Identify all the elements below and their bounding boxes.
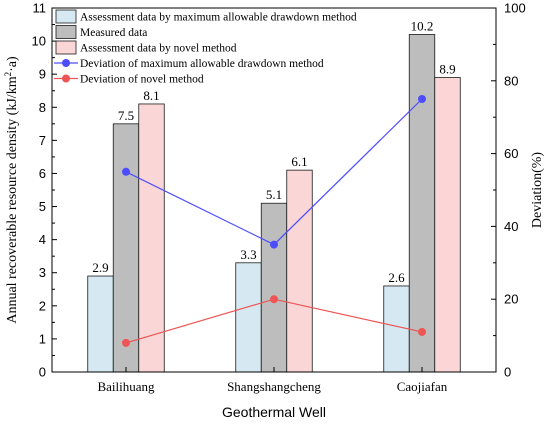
- legend-swatch: [55, 25, 77, 39]
- bar-1-caojiafan: [383, 285, 410, 373]
- legend-label: Assessment data by novel method: [80, 43, 237, 55]
- right-tick-label: 0: [504, 365, 511, 380]
- bar-value-label: 8.9: [439, 61, 455, 76]
- bar-3-shangshangcheng: [286, 169, 313, 373]
- bar-value-label: 2.6: [388, 270, 405, 285]
- legend: Assessment data by maximum allowable dra…: [54, 9, 357, 86]
- bar-value-label: 6.1: [291, 154, 307, 169]
- left-tick-label: 6: [39, 166, 46, 181]
- left-tick-label: 7: [39, 133, 46, 148]
- left-y-axis: 0 1 2 3 4 5 6 7 8 9 10 11: [32, 1, 57, 380]
- left-y-axis-title-main: Annual recoverable resource density: [5, 119, 20, 324]
- legend-label: Deviation of maximum allowable drawdown …: [80, 58, 324, 70]
- right-y-axis-title: Deviation(%): [530, 152, 545, 229]
- deviation-point-1: [418, 95, 426, 103]
- bar-2-bailihuang: [112, 123, 140, 373]
- x-tick-label: Caojiafan: [397, 379, 448, 394]
- left-y-axis-title-unit-close: ): [5, 56, 20, 61]
- deviation-point-2: [270, 295, 278, 304]
- bar-1-shangshangcheng: [235, 262, 262, 373]
- left-tick-label: 9: [39, 67, 46, 82]
- deviation-point-2: [122, 338, 130, 347]
- right-tick-label: 100: [504, 1, 526, 16]
- right-tick-label: 80: [504, 73, 518, 88]
- right-y-axis: 0 20 40 60 80 100: [491, 1, 526, 380]
- lines-layer: [122, 95, 426, 347]
- legend-swatch: [55, 40, 77, 55]
- bar-1-bailihuang: [87, 275, 114, 373]
- legend-label: Measured data: [80, 27, 147, 39]
- legend-marker-swatch: [62, 59, 70, 67]
- deviation-point-1: [270, 240, 278, 249]
- bar-value-label: 10.2: [411, 18, 434, 33]
- bar-2-caojiafan: [408, 34, 436, 373]
- x-tick-label: Shangshangcheng: [227, 379, 321, 394]
- bar-3-caojiafan: [434, 77, 461, 373]
- deviation-point-2: [418, 327, 426, 336]
- bar-value-label: 8.1: [143, 88, 159, 103]
- x-axis-title: Geothermal Well: [222, 404, 326, 420]
- bar-value-label: 5.1: [266, 187, 282, 202]
- right-tick-label: 60: [504, 146, 518, 161]
- x-axis: Bailihuang Shangshangcheng Caojiafan: [97, 367, 448, 394]
- left-tick-label: 10: [32, 34, 46, 49]
- left-tick-label: 2: [39, 298, 46, 313]
- left-tick-label: 8: [39, 100, 46, 115]
- legend-label: Deviation of novel method: [80, 74, 204, 86]
- deviation-point-1: [122, 167, 130, 176]
- bar-value-label: 3.3: [240, 247, 256, 262]
- bar-value-label: 2.9: [92, 260, 108, 275]
- left-tick-label: 0: [39, 365, 46, 380]
- left-tick-label: 5: [39, 199, 46, 214]
- left-y-axis-title-unit-open: (: [5, 110, 20, 115]
- left-tick-label: 11: [33, 1, 47, 16]
- right-tick-label: 40: [504, 219, 518, 234]
- left-y-axis-title-unit-tail: ·a: [5, 60, 20, 72]
- bar-2-shangshangcheng: [260, 202, 288, 373]
- legend-swatch: [55, 9, 77, 24]
- left-y-axis-title-unit: kJ/km: [5, 76, 20, 110]
- right-tick-label: 20: [504, 292, 518, 307]
- left-y-axis-title-unit-sup: 2: [3, 72, 13, 77]
- bar-3-bailihuang: [138, 103, 165, 373]
- left-tick-label: 3: [39, 265, 46, 280]
- bars-layer: [87, 34, 461, 373]
- legend-marker-swatch: [62, 74, 70, 83]
- bar-value-label: 7.5: [118, 108, 134, 123]
- left-tick-label: 1: [39, 331, 46, 346]
- left-y-axis-title: Annual recoverable resource density (kJ/…: [3, 56, 20, 324]
- x-tick-label: Bailihuang: [97, 379, 155, 394]
- left-tick-label: 4: [39, 232, 46, 247]
- bar-labels-layer: 2.9 3.3 2.6 7.5 5.1 10.2 8.1 6.1 8.9: [92, 18, 455, 284]
- legend-label: Assessment data by maximum allowable dra…: [80, 12, 357, 24]
